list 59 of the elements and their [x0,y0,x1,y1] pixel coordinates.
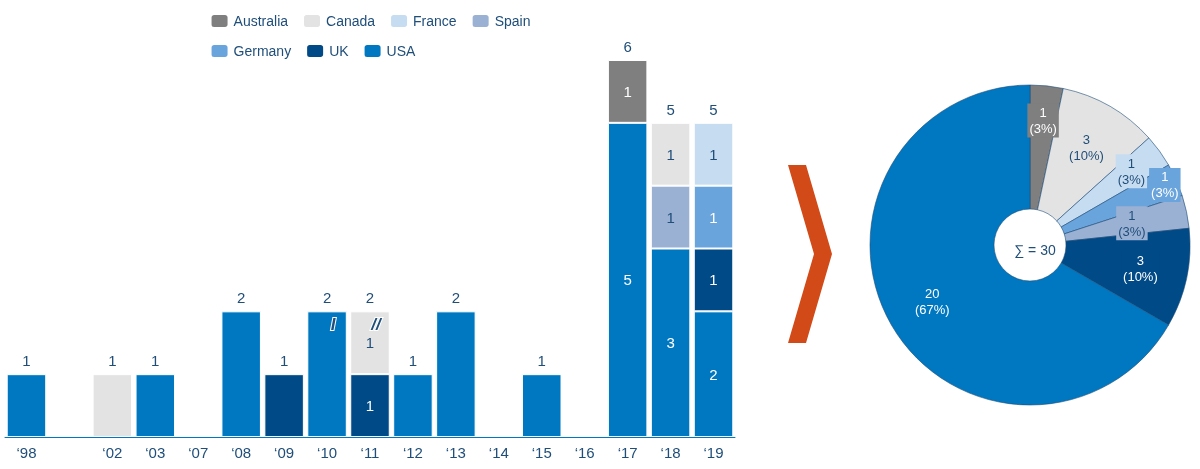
x-tick-label: ‘10 [317,444,338,461]
total-label: 1 [408,352,418,370]
data-label: 1 (3%) [1151,169,1179,201]
total-label: 2 [237,289,246,307]
data-label: 1 [623,82,632,100]
data-label: 1 [709,145,718,163]
bar [92,374,133,437]
total-label: 1 [537,352,546,370]
data-label: 1 [365,397,375,415]
x-tick-label: ‘16 [574,444,595,461]
total-label: 1 [22,352,31,370]
data-label: 1 [365,334,375,352]
legend-label: Spain [494,13,531,29]
x-tick-label: ‘14 [488,444,509,461]
total-label: 5 [666,100,675,118]
x-tick-label: ‘07 [188,444,209,461]
x-tick-label: ‘08 [231,444,252,461]
data-label: 1 (3%) [1117,155,1146,187]
bar [264,374,304,437]
x-tick-label: ‘12 [402,444,423,461]
data-label: 1 (3%) [1118,207,1146,239]
total-label: 2 [322,289,332,307]
annotation: // [370,315,383,335]
x-tick-label: ‘11 [360,444,380,461]
legend-label: Germany [233,43,292,59]
x-tick-label: ‘15 [531,444,552,461]
data-label: 3 (10%) [1069,131,1104,163]
x-tick-label: ‘17 [617,444,638,461]
data-label: 1 [666,145,675,163]
legend-label: France [413,13,457,29]
total-label: 6 [623,38,632,55]
x-tick-label: ‘13 [445,444,466,461]
legend-label: UK [329,43,350,59]
x-tick-label: ‘02 [102,444,123,461]
data-label: 20 (67%) [914,285,950,317]
total-label: 1 [108,352,117,370]
total-label: 2 [365,289,375,307]
x-tick-label: ‘18 [660,444,681,461]
data-label: 3 (10%) [1123,252,1158,284]
x-tick-label: ‘98 [16,444,37,461]
data-label: 3 [666,334,675,352]
text: ∑ = 30 [1014,242,1056,258]
data-label: 5 [623,271,632,289]
total-label: 5 [709,100,718,118]
total-label: 2 [451,289,461,307]
total-label: 1 [279,352,289,370]
data-label: 1 [666,208,675,226]
x-tick-label: ‘03 [145,444,166,461]
annotation: I [330,315,337,335]
legend-label: Australia [233,13,289,29]
x-tick-label: ‘09 [274,444,295,461]
data-label: 2 [709,365,718,383]
legend-label: USA [386,43,417,59]
data-label: 1 (3%) [1029,104,1057,136]
data-label: 1 [709,271,718,289]
total-label: 1 [151,352,160,370]
legend-label: Canada [326,13,376,29]
x-tick-label: ‘19 [703,444,724,461]
data-label: 1 [709,208,718,226]
